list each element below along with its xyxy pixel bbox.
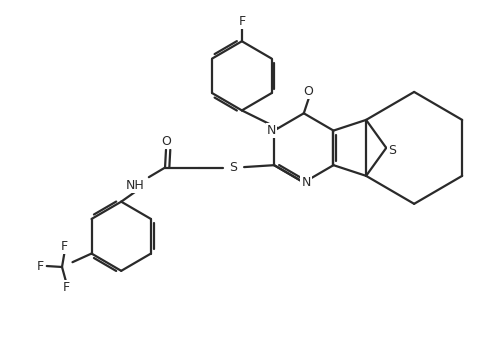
Text: F: F xyxy=(62,281,69,294)
Text: O: O xyxy=(161,135,171,148)
Text: F: F xyxy=(61,240,68,253)
Text: N: N xyxy=(267,124,276,137)
Text: O: O xyxy=(304,85,313,98)
Text: F: F xyxy=(37,260,44,273)
Text: S: S xyxy=(229,161,238,174)
Text: S: S xyxy=(388,144,396,157)
Text: NH: NH xyxy=(126,179,145,192)
Text: F: F xyxy=(239,15,245,28)
Text: N: N xyxy=(301,176,311,189)
